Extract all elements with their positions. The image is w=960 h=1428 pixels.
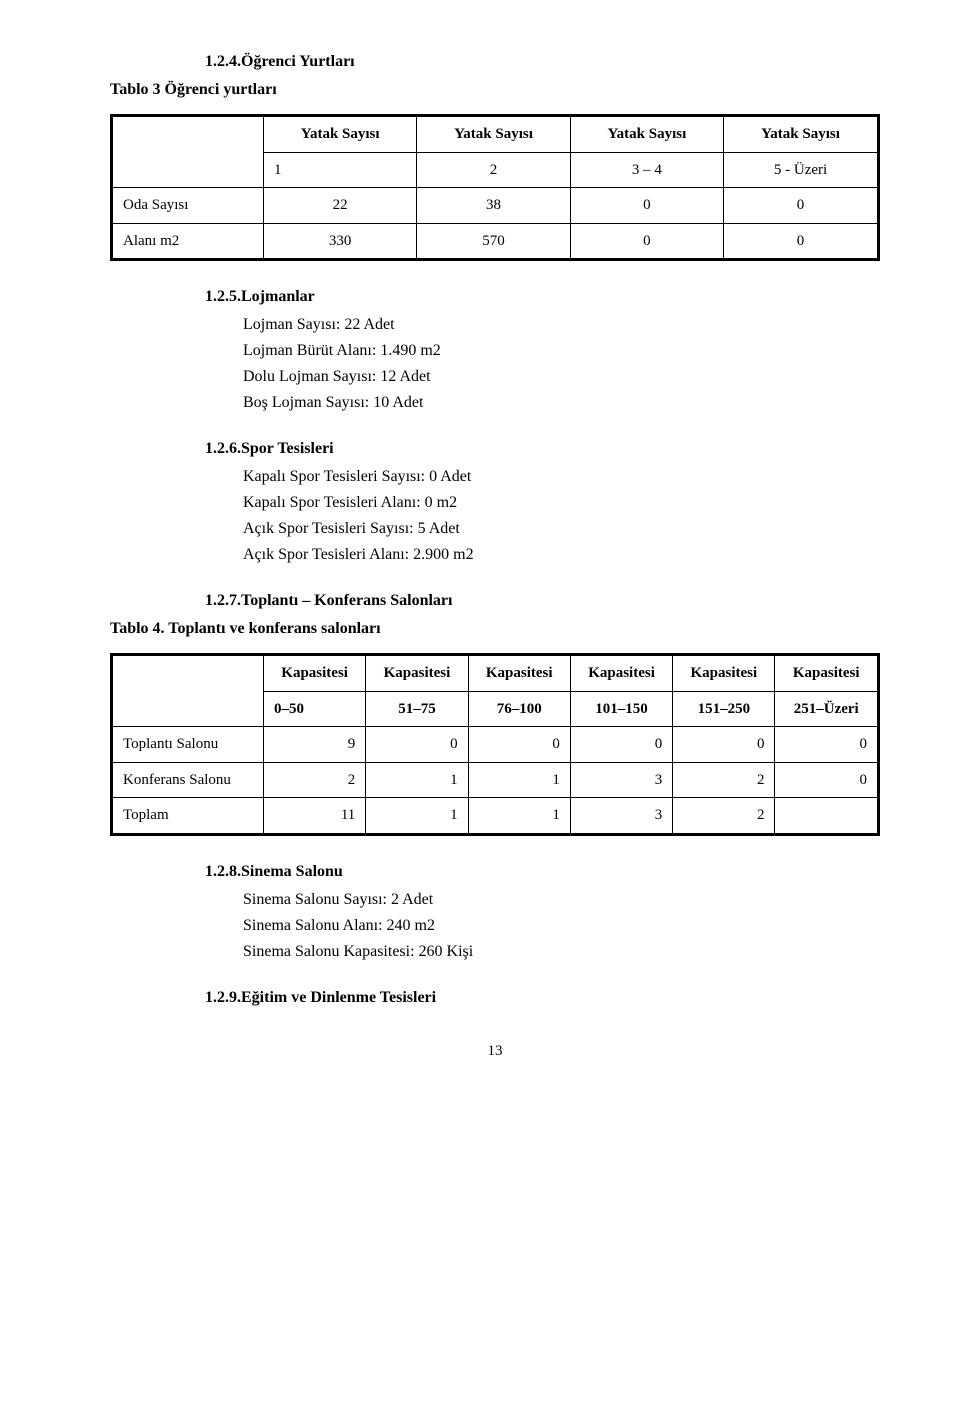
table4-h5: Kapasitesi bbox=[673, 655, 775, 692]
heading-1-2-6: 1.2.6.Spor Tesisleri bbox=[205, 437, 880, 461]
table3-h3: Yatak Sayısı bbox=[570, 116, 723, 153]
table3-corner bbox=[112, 116, 264, 188]
table3-row: Oda Sayısı 22 38 0 0 bbox=[112, 188, 879, 224]
table4-corner bbox=[112, 655, 264, 727]
table4-s5: 151–250 bbox=[673, 691, 775, 727]
text-line: Kapalı Spor Tesisleri Sayısı: 0 Adet bbox=[205, 465, 880, 489]
heading-1-2-9: 1.2.9.Eğitim ve Dinlenme Tesisleri bbox=[205, 986, 880, 1010]
table3-caption: Tablo 3 Öğrenci yurtları bbox=[110, 78, 880, 102]
table3-s2: 2 bbox=[417, 152, 570, 188]
text-line: Lojman Sayısı: 22 Adet bbox=[205, 313, 880, 337]
table4-s1: 0–50 bbox=[264, 691, 366, 727]
table4-h6: Kapasitesi bbox=[775, 655, 879, 692]
table4-row: Toplam 11 1 1 3 2 bbox=[112, 798, 879, 835]
table4-h4: Kapasitesi bbox=[570, 655, 672, 692]
heading-1-2-8: 1.2.8.Sinema Salonu bbox=[205, 860, 880, 884]
text-line: Kapalı Spor Tesisleri Alanı: 0 m2 bbox=[205, 491, 880, 515]
table3-h2: Yatak Sayısı bbox=[417, 116, 570, 153]
table4-s2: 51–75 bbox=[366, 691, 468, 727]
heading-1-2-4: 1.2.4.Öğrenci Yurtları bbox=[110, 50, 880, 74]
text-line: Sinema Salonu Kapasitesi: 260 Kişi bbox=[205, 940, 880, 964]
text-line: Açık Spor Tesisleri Alanı: 2.900 m2 bbox=[205, 543, 880, 567]
table4-caption: Tablo 4. Toplantı ve konferans salonları bbox=[110, 617, 880, 641]
section-1-2-9: 1.2.9.Eğitim ve Dinlenme Tesisleri bbox=[110, 986, 880, 1010]
table4-h2: Kapasitesi bbox=[366, 655, 468, 692]
table4-h3: Kapasitesi bbox=[468, 655, 570, 692]
text-line: Dolu Lojman Sayısı: 12 Adet bbox=[205, 365, 880, 389]
table3-h4: Yatak Sayısı bbox=[724, 116, 879, 153]
text-line: Açık Spor Tesisleri Sayısı: 5 Adet bbox=[205, 517, 880, 541]
heading-1-2-5: 1.2.5.Lojmanlar bbox=[205, 285, 880, 309]
table4-row: Konferans Salonu 2 1 1 3 2 0 bbox=[112, 762, 879, 798]
table-4-toplanti-konferans: Kapasitesi Kapasitesi Kapasitesi Kapasit… bbox=[110, 653, 880, 836]
table3-s3: 3 – 4 bbox=[570, 152, 723, 188]
text-line: Sinema Salonu Sayısı: 2 Adet bbox=[205, 888, 880, 912]
text-line: Sinema Salonu Alanı: 240 m2 bbox=[205, 914, 880, 938]
section-1-2-6: 1.2.6.Spor Tesisleri Kapalı Spor Tesisle… bbox=[110, 437, 880, 567]
text-line: Boş Lojman Sayısı: 10 Adet bbox=[205, 391, 880, 415]
table4-s6: 251–Üzeri bbox=[775, 691, 879, 727]
table4-s4: 101–150 bbox=[570, 691, 672, 727]
page-number: 13 bbox=[110, 1040, 880, 1063]
table-3-ogrenci-yurtlari: Yatak Sayısı Yatak Sayısı Yatak Sayısı Y… bbox=[110, 114, 880, 261]
table3-s4: 5 - Üzeri bbox=[724, 152, 879, 188]
section-1-2-8: 1.2.8.Sinema Salonu Sinema Salonu Sayısı… bbox=[110, 860, 880, 964]
table3-s1: 1 bbox=[264, 152, 417, 188]
table3-h1: Yatak Sayısı bbox=[264, 116, 417, 153]
table4-h1: Kapasitesi bbox=[264, 655, 366, 692]
table3-row: Alanı m2 330 570 0 0 bbox=[112, 223, 879, 260]
heading-1-2-7: 1.2.7.Toplantı – Konferans Salonları bbox=[110, 589, 880, 613]
section-1-2-5: 1.2.5.Lojmanlar Lojman Sayısı: 22 Adet L… bbox=[110, 285, 880, 415]
table4-row: Toplantı Salonu 9 0 0 0 0 0 bbox=[112, 727, 879, 763]
text-line: Lojman Bürüt Alanı: 1.490 m2 bbox=[205, 339, 880, 363]
table4-s3: 76–100 bbox=[468, 691, 570, 727]
